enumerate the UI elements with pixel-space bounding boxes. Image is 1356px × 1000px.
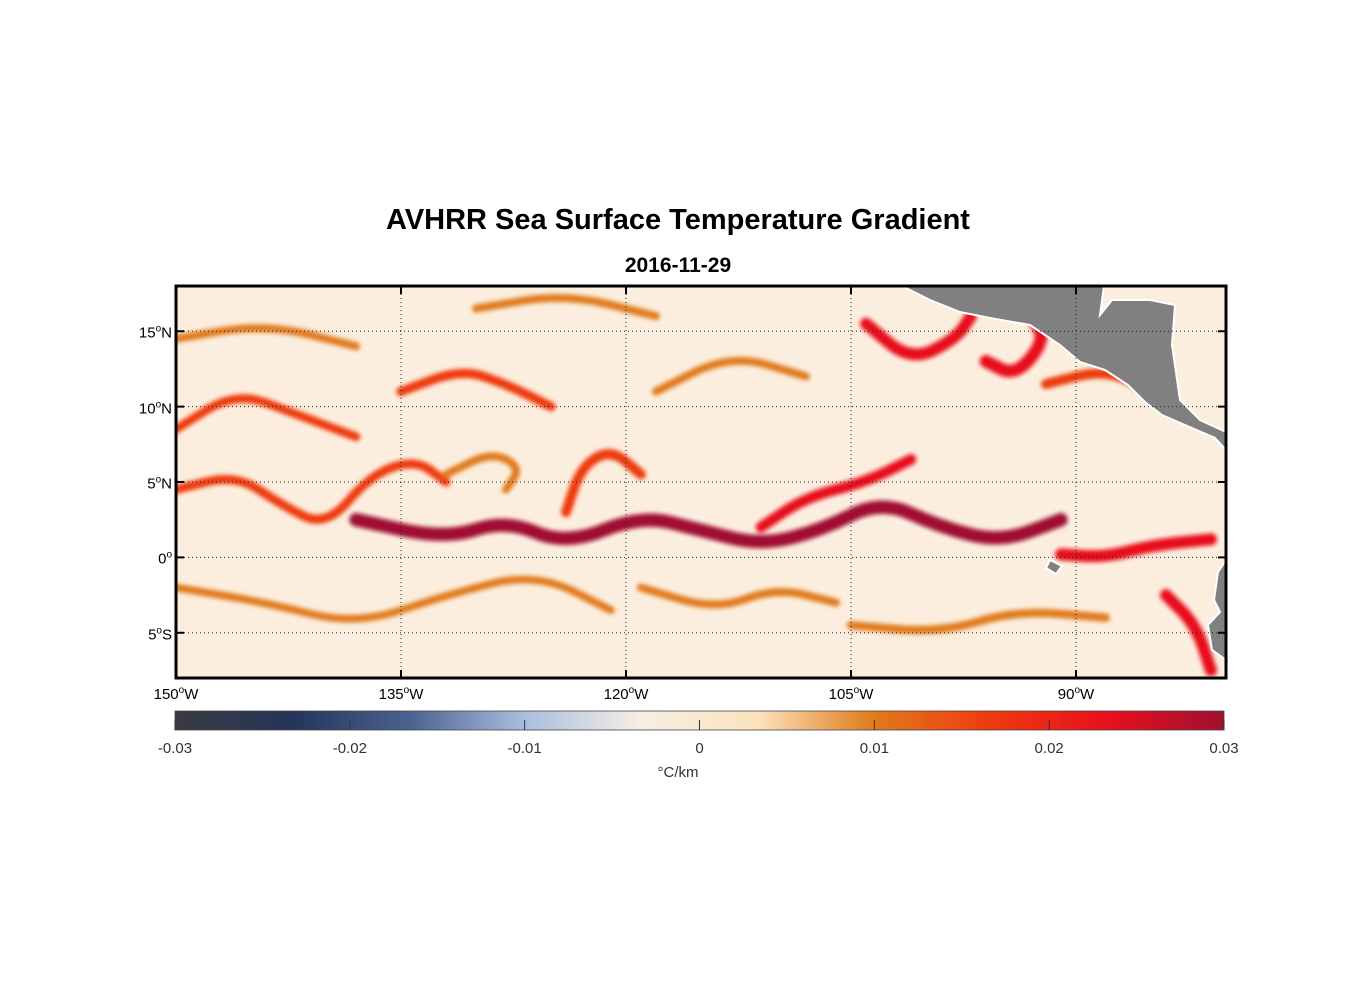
front-equatorial-front-east (1055, 533, 1217, 563)
lon-label: 120oW (603, 685, 649, 703)
front-tiw-crest-east (755, 454, 917, 533)
lon-label: 150oW (153, 685, 199, 703)
front-north-front-3 (652, 356, 810, 396)
colorbar-tick-label: -0.03 (157, 740, 193, 757)
colorbar-tick-label: 0.03 (1209, 740, 1239, 757)
colorbar-tick-label: 0.01 (859, 740, 889, 757)
lat-label: 10oN (138, 399, 172, 418)
land-galapagos (1044, 558, 1064, 576)
colorbar-tick-label: -0.01 (507, 740, 542, 757)
colorbar-tick-label: -0.02 (332, 740, 367, 757)
lat-label: 15oN (138, 323, 172, 342)
map-subtitle: 2016-11-29 (624, 254, 732, 277)
colorbar-ticks (174, 720, 1225, 730)
front-south-front-1 (176, 575, 615, 623)
lon-label: 105oW (828, 685, 874, 703)
gradient-fronts (176, 294, 1217, 677)
lon-label: 90oW (1057, 685, 1095, 703)
front-equatorial-front-west (176, 459, 451, 524)
front-equatorial-front-north (349, 500, 1068, 549)
front-north-front-2 (396, 368, 556, 412)
front-south-front-2 (637, 583, 840, 609)
lat-label: 0o (158, 549, 172, 568)
lat-label: 5oN (147, 474, 172, 493)
front-tiw-crest-west (442, 452, 520, 494)
colorbar-unit-label: °C/km (657, 764, 699, 781)
front-southeast-front (1160, 589, 1217, 677)
lon-label: 135oW (378, 685, 424, 703)
map-title: AVHRR Sea Surface Temperature Gradient (386, 204, 970, 236)
front-north-front-1 (176, 394, 361, 442)
front-coastal-eddy-2 (979, 309, 1048, 378)
colorbar-tick-label: 0.02 (1034, 740, 1064, 757)
land-central-america (901, 286, 1226, 452)
front-south-front-3 (846, 608, 1111, 635)
front-tiw-crest-central (561, 449, 646, 518)
axis-ticks (175, 286, 1226, 678)
front-north-front-5 (472, 294, 660, 321)
lat-label: 5oS (148, 625, 172, 644)
colorbar-tick-label: 0 (695, 740, 704, 757)
front-coastal-eddy-1 (860, 310, 977, 361)
front-north-front-4 (176, 324, 360, 351)
land-south-america (1206, 558, 1226, 662)
